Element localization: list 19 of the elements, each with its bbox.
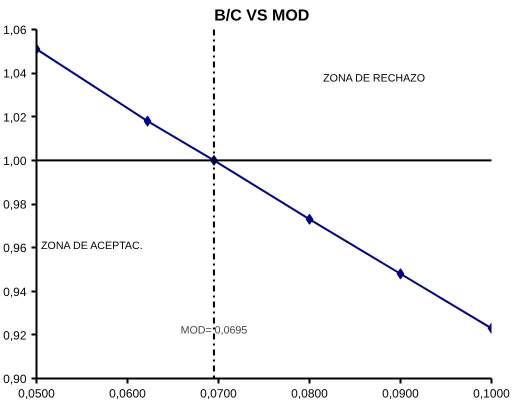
y-tick-label: 0,90: [3, 372, 27, 386]
x-tick-label: 0,0800: [291, 386, 328, 400]
annotation: ZONA DE RECHAZO: [323, 72, 425, 84]
y-tick-label: 1,00: [3, 154, 27, 168]
y-tick-label: 1,02: [3, 110, 27, 124]
chart-title: B/C VS MOD: [214, 8, 310, 24]
y-tick-label: 0,96: [3, 241, 27, 256]
ref-line-label: MOD= 0,0695: [180, 324, 248, 337]
x-tick-label: 0,0500: [18, 386, 56, 400]
x-tick-label: 0,0600: [109, 386, 146, 400]
annotation: ZONA DE ACEPTAC.: [41, 240, 143, 252]
y-tick-label: 1,04: [3, 66, 27, 81]
y-tick-label: 0,94: [3, 284, 27, 299]
y-tick-label: 0,92: [3, 328, 27, 342]
y-tick-label: 1,06: [3, 23, 27, 37]
x-tick-label: 0,0900: [382, 386, 420, 400]
x-tick-label: 0,1000: [473, 386, 510, 400]
y-tick-label: 0,98: [3, 198, 27, 212]
x-tick-label: 0,0700: [200, 386, 238, 400]
